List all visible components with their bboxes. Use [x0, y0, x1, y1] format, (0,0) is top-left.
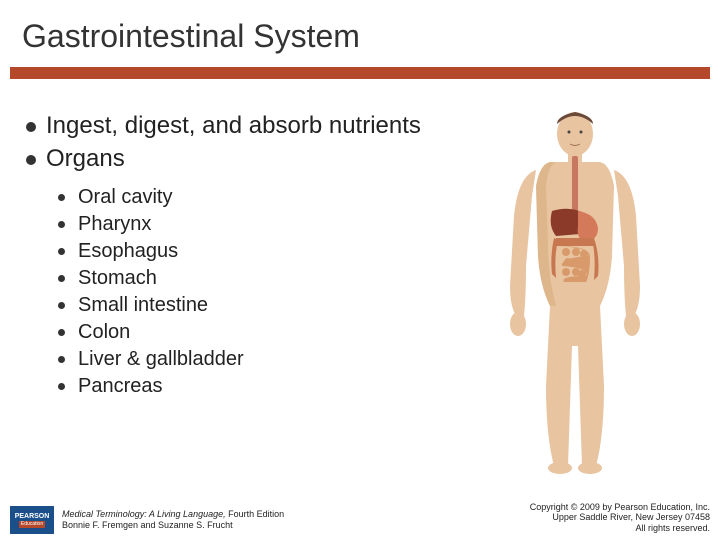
list-item: Pharynx — [54, 211, 440, 238]
list-item: Stomach — [54, 265, 440, 292]
list-item: Ingest, digest, and absorb nutrients — [22, 112, 440, 141]
citation: Medical Terminology: A Living Language, … — [62, 509, 284, 531]
slide-title: Gastrointestinal System — [22, 18, 720, 55]
list-item: Small intestine — [54, 292, 440, 319]
main-bullet-list: Ingest, digest, and absorb nutrients Org… — [22, 112, 440, 174]
sub-bullet-list: Oral cavity Pharynx Esophagus Stomach Sm… — [54, 184, 440, 400]
title-underline — [10, 67, 710, 79]
pearson-logo: PEARSON Education — [10, 506, 54, 534]
edition: Fourth Edition — [226, 509, 285, 519]
list-item: Esophagus — [54, 238, 440, 265]
copyright: Copyright © 2009 by Pearson Education, I… — [530, 502, 710, 534]
list-item: Colon — [54, 319, 440, 346]
content-area: Ingest, digest, and absorb nutrients Org… — [10, 100, 710, 480]
image-column — [440, 100, 710, 480]
list-item: Organs — [22, 145, 440, 174]
copyright-line: Upper Saddle River, New Jersey 07458 — [530, 512, 710, 523]
list-item: Liver & gallbladder — [54, 346, 440, 373]
list-item: Oral cavity — [54, 184, 440, 211]
authors: Bonnie F. Fremgen and Suzanne S. Frucht — [62, 520, 284, 531]
logo-sub: Education — [19, 521, 45, 528]
anatomy-figure — [460, 106, 690, 476]
logo-brand: PEARSON — [15, 513, 50, 520]
book-title: Medical Terminology: A Living Language, — [62, 509, 226, 519]
list-item: Pancreas — [54, 373, 440, 400]
text-column: Ingest, digest, and absorb nutrients Org… — [10, 100, 440, 480]
footer-left: PEARSON Education Medical Terminology: A… — [10, 506, 284, 534]
footer: PEARSON Education Medical Terminology: A… — [0, 502, 720, 534]
copyright-line: Copyright © 2009 by Pearson Education, I… — [530, 502, 710, 513]
copyright-line: All rights reserved. — [530, 523, 710, 534]
